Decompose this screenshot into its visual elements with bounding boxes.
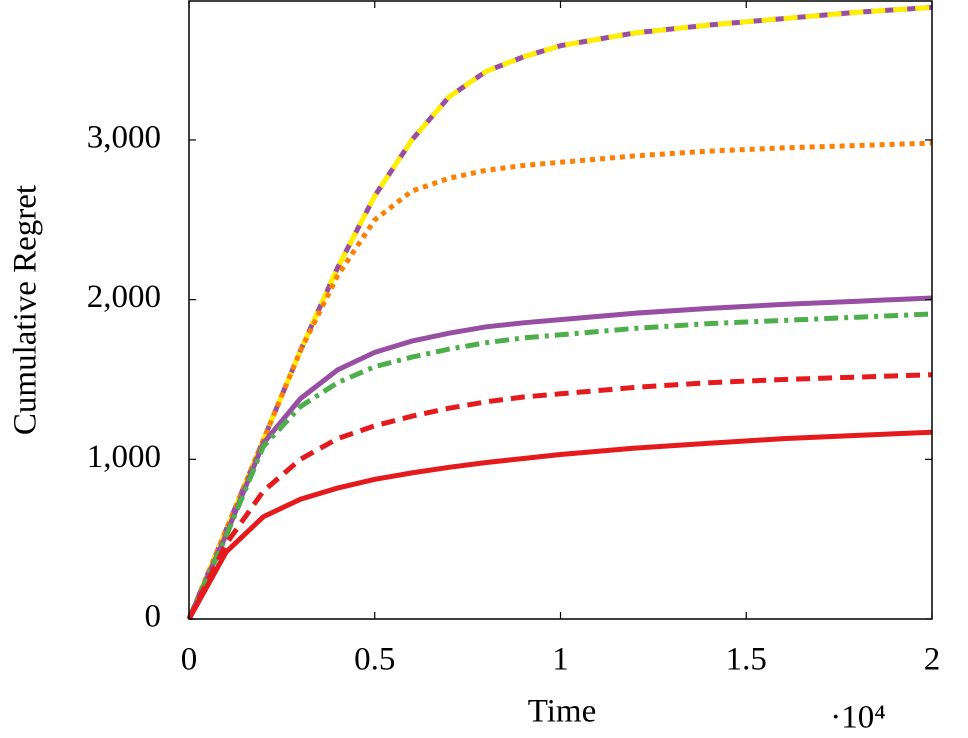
x-tick-label: 2: [924, 642, 941, 678]
y-tick-label: 2,000: [87, 279, 161, 315]
x-tick-label: 0.5: [354, 642, 395, 678]
x-tick-label: 0: [181, 642, 198, 678]
y-tick-label: 1,000: [87, 439, 161, 475]
series-line: [186, 429, 933, 621]
series-line: [186, 140, 933, 620]
series-line: [186, 295, 933, 621]
y-tick-label: 0: [145, 599, 162, 635]
series-line: [186, 4, 933, 620]
y-axis-label: Cumulative Regret: [8, 185, 44, 435]
x-tick-label: 1: [552, 642, 569, 678]
x-axis-label: Time: [528, 694, 596, 730]
series-line: [186, 311, 933, 621]
y-tick-label: 3,000: [87, 120, 161, 156]
plot-frame: [188, 0, 933, 620]
axis-multiplier: ·10⁴: [830, 700, 886, 736]
series-line: [186, 4, 933, 620]
series-line: [186, 372, 933, 621]
x-tick-label: 1.5: [726, 642, 767, 678]
